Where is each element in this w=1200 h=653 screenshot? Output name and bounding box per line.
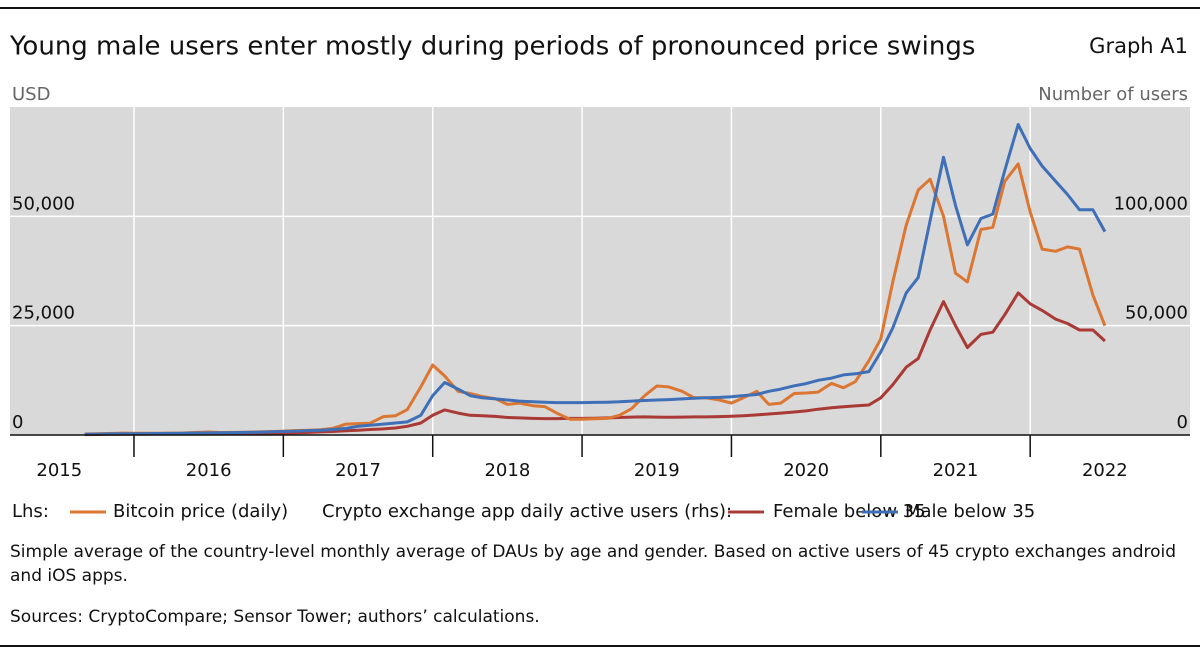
chart-title: Young male users enter mostly during per… (9, 32, 975, 62)
x-tick-label: 2019 (634, 460, 680, 481)
legend-lhs-label: Lhs: (12, 501, 49, 522)
x-tick-label: 2018 (484, 460, 530, 481)
legend-label: Bitcoin price (daily) (113, 501, 288, 522)
x-tick-label: 2020 (783, 460, 829, 481)
legend: Bitcoin price (daily) Female below 35Male… (70, 501, 1035, 522)
plot-background (10, 107, 1190, 435)
legend-label: Female below 35 (773, 501, 926, 522)
y2-tick-label: 50,000 (1125, 303, 1188, 324)
y2-tick-label: 100,000 (1114, 193, 1188, 214)
y2-axis-label: Number of users (1038, 84, 1188, 105)
lines (84, 123, 1107, 437)
legend-rhs-label: Crypto exchange app daily active users (… (322, 501, 732, 522)
legend-label: Male below 35 (905, 501, 1035, 522)
series-line (84, 123, 1107, 436)
x-tick-label: 2021 (933, 460, 979, 481)
y-tick-label: 25,000 (12, 303, 75, 324)
y2-tick-label: 0 (1177, 412, 1188, 433)
x-tick-label: 2016 (186, 460, 232, 481)
x-tick-label: 2017 (335, 460, 381, 481)
graph-label: Graph A1 (1089, 34, 1188, 58)
y-tick-label: 0 (12, 412, 23, 433)
y-axis-label: USD (12, 84, 50, 105)
grid (10, 107, 1190, 435)
note: Simple average of the country-level mont… (10, 542, 1177, 586)
sources: Sources: CryptoCompare; Sensor Tower; au… (10, 607, 540, 627)
x-tick-label: 2022 (1082, 460, 1128, 481)
y-tick-label: 50,000 (12, 193, 75, 214)
x-tick-label: 2015 (36, 460, 82, 481)
